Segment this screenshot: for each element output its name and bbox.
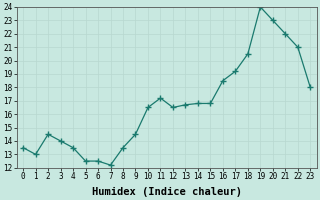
X-axis label: Humidex (Indice chaleur): Humidex (Indice chaleur)	[92, 186, 242, 197]
